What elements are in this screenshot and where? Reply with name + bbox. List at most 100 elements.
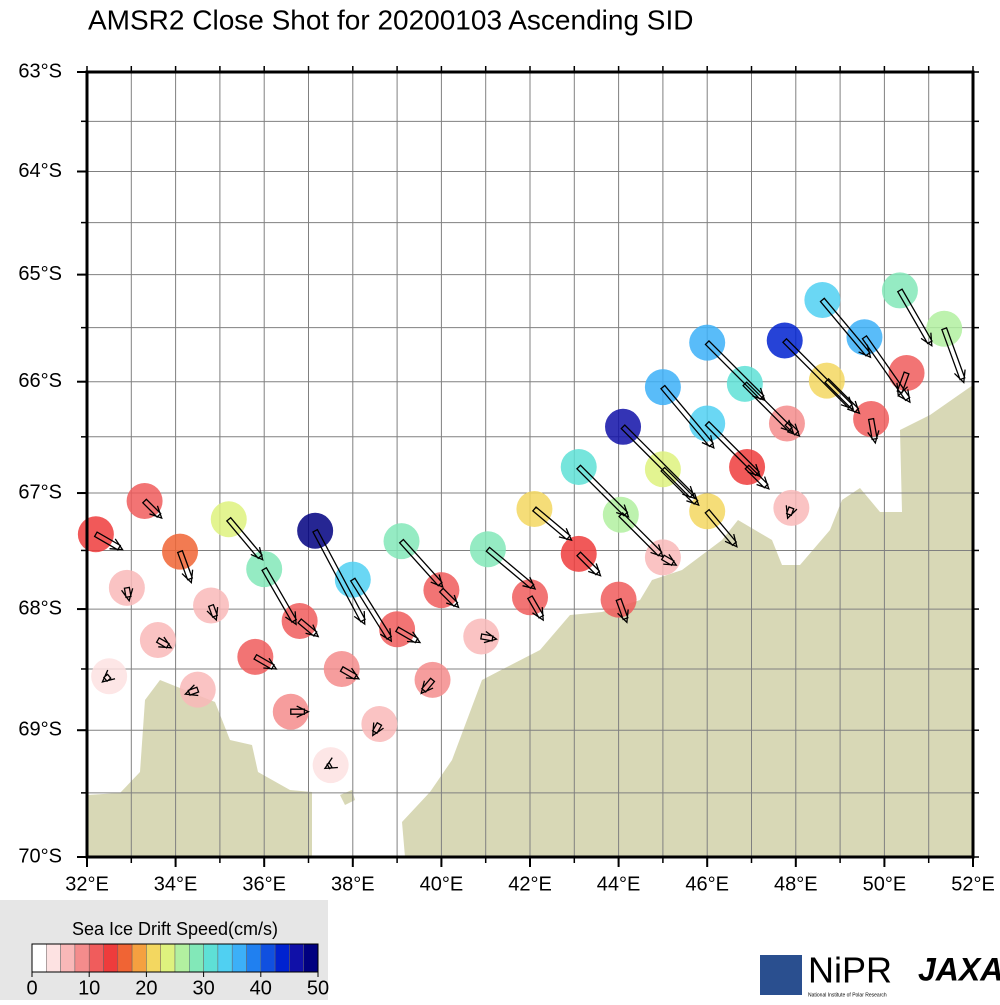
colorbar-swatch: [174, 943, 190, 973]
drift-arrow: [297, 618, 320, 638]
colorbar-swatch: [217, 943, 233, 973]
colorbar-swatch: [260, 943, 276, 973]
colorbar-swatch: [103, 943, 119, 973]
drift-arrow: [896, 288, 933, 347]
land-islet: [340, 790, 355, 805]
y-tick-label: 63°S: [18, 60, 62, 82]
drift-arrow: [253, 653, 278, 671]
drift-arrow: [615, 597, 629, 624]
drift-arrow: [660, 553, 678, 567]
colorbar-swatch: [303, 943, 319, 973]
drift-arrow: [101, 669, 116, 683]
drift-arrow: [480, 631, 498, 644]
colorbar-swatch: [146, 943, 161, 973]
colorbar-swatch: [60, 943, 76, 973]
drift-arrow: [531, 506, 573, 542]
drift-arrow: [312, 528, 366, 626]
drift-arrow: [819, 297, 872, 359]
drift-arrow: [576, 464, 630, 518]
drift-arrow: [576, 551, 602, 577]
colorbar-tick-label: 0: [26, 977, 37, 999]
drift-arrow: [824, 377, 861, 415]
drift-arrow: [93, 531, 124, 551]
frame: [85, 70, 975, 859]
colorbar-frame: [31, 943, 319, 973]
y-tick-label: 67°S: [18, 481, 62, 503]
drift-arrow: [398, 538, 444, 589]
colorbar-swatch: [231, 943, 247, 973]
drift-arrow: [784, 420, 801, 437]
chart-title: AMSR2 Close Shot for 20200103 Ascending …: [88, 4, 693, 35]
x-tick-label: 36°E: [242, 873, 286, 895]
drift-arrow: [155, 636, 173, 649]
drift-arrow: [323, 757, 338, 770]
drift-arrow: [206, 603, 219, 622]
drift-arrow: [438, 587, 460, 609]
jaxa-logo: JAXA: [918, 951, 1000, 987]
drift-arrow: [896, 371, 910, 398]
x-tick-label: 42°E: [508, 873, 552, 895]
y-tick-label: 66°S: [18, 370, 62, 392]
colorbar-swatch: [203, 943, 219, 973]
y-tick-label: 70°S: [18, 845, 62, 867]
drift-arrow: [420, 677, 436, 695]
drift-arrow: [660, 384, 715, 449]
drift-arrow: [183, 684, 200, 697]
drift-arrow: [261, 566, 298, 626]
y-tick-label: 69°S: [18, 718, 62, 740]
land-east: [402, 385, 973, 857]
colorbar-tick-label: 50: [307, 977, 329, 999]
x-tick-label: 34°E: [154, 873, 198, 895]
colorbar-swatch: [117, 943, 133, 973]
drift-arrow: [141, 498, 163, 520]
x-tick-label: 44°E: [597, 873, 641, 895]
x-tick-label: 52°E: [951, 873, 995, 895]
drift-arrow: [744, 464, 770, 490]
colorbar-swatch: [88, 943, 104, 973]
nipr-caption: National Institute of Polar Research: [808, 992, 887, 998]
drift-arrow: [225, 516, 264, 561]
drift-arrow: [485, 546, 537, 590]
drift-arrow: [339, 665, 361, 680]
colorbar-swatch: [160, 943, 176, 973]
drift-arrow: [704, 508, 738, 548]
land-west: [87, 680, 312, 857]
drift-arrow: [785, 505, 798, 520]
colorbar-swatch: [289, 943, 304, 973]
colorbar-swatch: [31, 943, 47, 973]
drift-arrow: [371, 721, 384, 737]
drift-arrow: [394, 626, 422, 644]
colorbar-tick-label: 10: [78, 977, 100, 999]
nipr-text: NiPR: [808, 950, 892, 991]
colorbar-tick-label: 40: [250, 977, 272, 999]
x-tick-label: 48°E: [774, 873, 818, 895]
x-tick-label: 38°E: [331, 873, 375, 895]
drift-arrow: [290, 705, 310, 718]
colorbar-tick-label: 20: [135, 977, 157, 999]
drift-arrow: [121, 586, 134, 603]
colorbar-swatch: [246, 943, 262, 973]
nipr-emblem: [760, 955, 802, 995]
y-tick-label: 65°S: [18, 263, 62, 285]
drift-arrow: [867, 417, 880, 445]
colorbar-swatch: [74, 943, 90, 973]
y-tick-label: 64°S: [18, 160, 62, 182]
colorbar-title: Sea Ice Drift Speed(cm/s): [72, 919, 278, 939]
nipr-logo: NiPR National Institute of Polar Researc…: [760, 950, 892, 998]
colorbar-swatch: [189, 943, 204, 973]
colorbar-swatch: [131, 943, 147, 973]
colorbar-tick-label: 30: [192, 977, 214, 999]
colorbar-swatch: [46, 943, 61, 973]
drift-arrow: [941, 327, 966, 384]
drift-arrow: [526, 595, 545, 622]
x-tick-label: 40°E: [420, 873, 464, 895]
drift-arrow: [660, 466, 700, 507]
land: [87, 385, 973, 857]
x-tick-label: 50°E: [863, 873, 907, 895]
drift-arrow: [861, 334, 911, 404]
colorbar-swatch: [274, 943, 290, 973]
drift-arrow: [176, 549, 194, 585]
x-tick-label: 46°E: [685, 873, 729, 895]
drift-arrow: [349, 577, 393, 643]
